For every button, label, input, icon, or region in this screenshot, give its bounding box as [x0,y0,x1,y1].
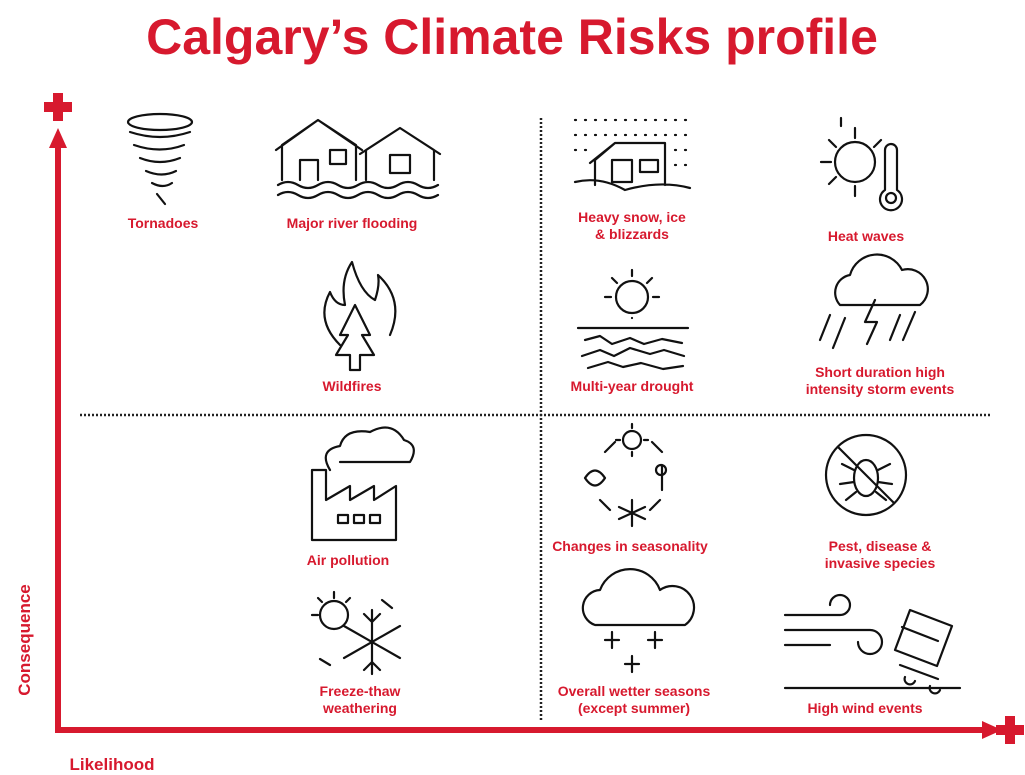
tornado-icon [126,112,194,206]
storm-icon [818,253,929,350]
drought-icon [576,268,690,371]
flood-icon [274,118,442,200]
risk-label: Wildfires [323,378,382,394]
risk-label: Overall wetter seasons [558,683,711,699]
snow-icon [573,118,692,192]
risk-label: Major river flooding [287,215,418,231]
risk-label: High wind events [807,700,922,716]
air-pollution-icon [310,426,415,542]
seasonality-icon [583,422,668,528]
wildfire-icon [323,260,397,372]
freeze-thaw-icon [310,590,402,676]
y-axis-label: Consequence [15,584,34,695]
risk-label: Pest, disease & [829,538,932,554]
risk-label: Changes in seasonality [552,538,708,554]
icons [126,112,962,695]
pest-icon [824,433,908,517]
risk-label: Tornadoes [128,215,199,231]
high-wind-icon [783,593,962,695]
heat-icon [819,116,904,212]
wetter-seasons-icon [581,568,696,674]
risk-label: Freeze-thaw [320,683,401,699]
risk-label: Multi-year drought [571,378,694,394]
risk-label: (except summer) [578,700,690,716]
labels: Tornadoes Major river flooding Heavy snow,… [128,209,955,716]
x-axis-label: Likelihood [70,755,155,774]
title: Calgary’s Climate Risks profile [146,9,878,65]
risk-label: Heavy snow, ice [578,209,686,225]
risk-label: weathering [322,700,397,716]
risk-label: intensity storm events [806,381,955,397]
risk-label: Heat waves [828,228,904,244]
risk-label: invasive species [825,555,936,571]
risk-label: Air pollution [307,552,389,568]
axes [44,93,1024,744]
risk-label: Short duration high [815,364,945,380]
risk-label: & blizzards [595,226,669,242]
